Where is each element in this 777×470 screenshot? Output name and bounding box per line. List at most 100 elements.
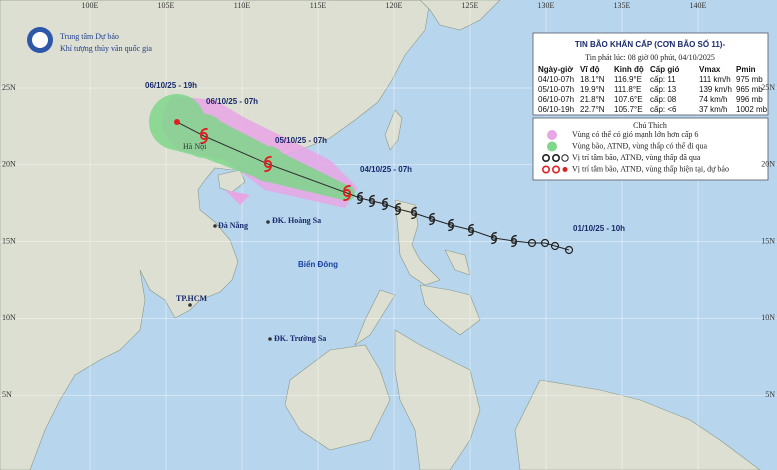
place-dot [213,224,217,228]
agency-name: Khí tượng thủy văn quốc gia [60,44,152,53]
storm-icon [448,218,454,232]
place-label: Đà Nẵng [218,221,248,230]
past-position [527,238,537,248]
lon-label: 125E [462,1,479,10]
lat-label: 15N [2,236,16,245]
lon-label: 130E [538,1,555,10]
table-cell: cấp: <6 [650,105,677,114]
bulletin-title: TIN BÃO KHẨN CẤP (CƠN BÃO SỐ 11)- [575,39,726,49]
storm-icon [200,127,208,145]
table-cell: cấp: 11 [650,75,676,84]
track-label: 01/10/25 - 10h [573,224,625,233]
storm-arm [448,218,454,232]
bulletin-box [532,32,769,116]
track-label: 05/10/25 - 07h [275,136,327,145]
storm-arm [382,197,388,211]
table-cell: 116.9°E [614,75,642,84]
table-cell: 111 km/h [699,75,731,84]
legend-item: Vị trí tâm bão, ATNĐ, vùng thấp đã qua [572,153,701,162]
storm-arm [264,155,272,173]
table-cell: 37 km/h [699,105,727,114]
legend-swatch [551,154,560,163]
table-cell: cấp: 13 [650,85,677,94]
forecast-position [174,119,180,125]
bulletin-issued: Tin phát lúc: 08 giờ 00 phút, 04/10/2025 [585,53,715,62]
table-cell: cấp: 08 [650,95,677,104]
table-cell: 111.8°E [614,85,641,94]
table-cell: 06/10-19h [538,105,574,114]
storm-icon [357,191,363,205]
table-cell: 975 mb [736,75,763,84]
lat-label: 10N [761,313,775,322]
storm-arm [429,212,435,226]
storm-icon [429,212,435,226]
table-cell: 996 mb [736,95,763,104]
place-label: TP.HCM [176,294,207,303]
forecast-track [176,121,348,194]
table-cell: 139 km/h [699,85,732,94]
track-label: 06/10/25 - 19h [145,81,197,90]
legend-swatch [547,141,557,152]
legend-item: Vùng bão, ATNĐ, vùng thấp có thể đi qua [572,141,708,150]
table-cell: 74 km/h [699,95,727,104]
table-cell: 1002 mb [736,105,768,114]
past-track [346,192,570,251]
legend-swatch [551,165,560,174]
lat-label: 15N [761,236,775,245]
storm-icon [343,184,351,202]
storm-arm [511,234,517,248]
place-label: Biển Đông [298,260,338,269]
track-label: 06/10/25 - 07h [206,97,258,106]
table-cell: 05/10-07h [538,85,574,94]
lat-label: 20N [761,160,775,169]
table-cell: 107.6°E [614,95,643,104]
column-header: Pmin [736,65,756,74]
legend-swatch [541,154,550,163]
column-header: Ngày-giờ [538,65,573,74]
past-position [540,238,550,248]
legend-swatch [561,154,569,162]
place-label: ĐK. Hoàng Sa [272,216,321,225]
storm-icon [468,223,474,237]
place-label: Hà Nội [183,142,207,151]
legend-box [532,117,769,181]
strong-wind-zone [225,190,250,205]
legend-swatch [547,130,557,140]
lat-label: 5N [765,390,775,399]
land [0,0,761,470]
table-cell: 18.1°N [580,75,605,84]
table-cell: 04/10-07h [538,75,574,84]
column-header: Cấp gió [650,65,679,74]
past-position [550,241,560,251]
lon-label: 115E [310,1,327,10]
legend-swatch [562,167,568,172]
storm-arm [491,231,497,245]
agency-logo [32,32,48,48]
lat-label: 10N [2,313,16,322]
storm-arm [357,191,363,205]
column-header: Vĩ độ [580,65,600,74]
storm-icons [174,119,574,255]
lat-label: 5N [2,390,12,399]
storm-icon [511,234,517,248]
storm-icon [382,197,388,211]
place-dot [188,303,192,307]
storm-arm [468,223,474,237]
labels: 100E 105E 110E 115E 120E 125E 130E 135E 140E 25N 2… [2,1,775,399]
table-cell: 965 mb [736,85,763,94]
legend-title: Chú Thích [633,121,667,130]
agency-name: Trung tâm Dự báo [60,32,119,41]
table-cell: 19.9°N [580,85,605,94]
lon-label: 105E [158,1,175,10]
column-header: Kinh độ [614,65,644,74]
table-cell: 21.8°N [580,95,605,104]
lon-label: 135E [614,1,631,10]
table-cell: 06/10-07h [538,95,574,104]
legend-item: Vị trí tâm bão, ATNĐ, vùng thấp hiện tại… [572,164,729,173]
storm-icon [411,206,417,220]
place-label: ĐK. Trường Sa [274,334,326,343]
storm-icon [369,194,375,208]
lon-label: 140E [690,1,707,10]
storm-arm [395,202,401,216]
place-dot [266,220,270,224]
